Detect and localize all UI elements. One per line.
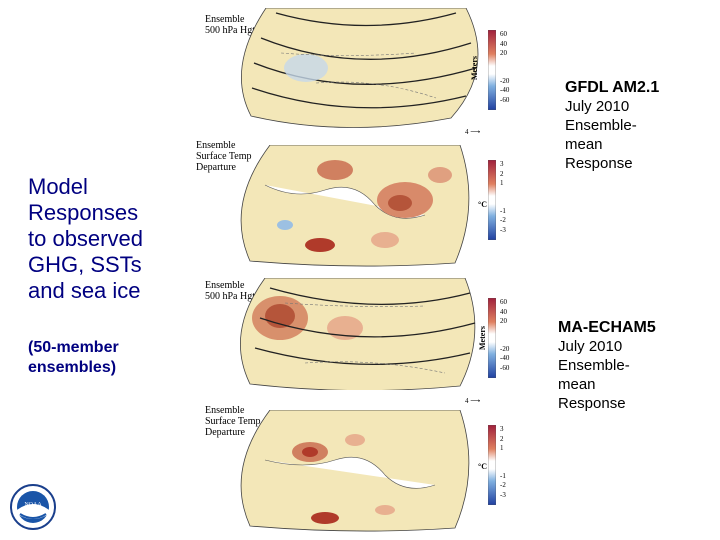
title-line: GHG, SSTs xyxy=(28,252,142,277)
units-label: Meters xyxy=(470,56,479,80)
panel-title-line: 500 hPa Hgt/Wind xyxy=(205,25,280,36)
tick-label: 60 xyxy=(500,298,507,306)
tick-label: -2 xyxy=(500,481,506,489)
panel-title-line: Surface Temp xyxy=(196,151,252,162)
note-line: ensembles) xyxy=(28,359,117,376)
tick-label: -40 xyxy=(500,86,510,94)
model-label-gfdl: GFDL AM2.1 July 2010 Ensemble- mean Resp… xyxy=(565,78,715,173)
model-line: mean xyxy=(558,376,596,393)
tick-label: 2 xyxy=(500,434,504,443)
tick-label: 20 xyxy=(500,317,507,325)
tick-label: -20 xyxy=(500,344,510,353)
model-line: Ensemble- xyxy=(558,357,630,374)
tick-label: 40 xyxy=(500,307,507,316)
vector-ref-value: 4 xyxy=(465,128,469,136)
arrow-icon: ⟶ xyxy=(470,397,481,405)
tick-label: -1 xyxy=(500,206,506,215)
ensemble-note: (50-member ensembles) xyxy=(28,338,178,378)
colorbar-temp-gfdl xyxy=(487,159,497,241)
title-line: Responses xyxy=(28,200,139,225)
map-panel-hgt-echam xyxy=(225,277,485,391)
panel-title-line: Ensemble xyxy=(205,280,245,291)
tick-label: 60 xyxy=(500,30,507,38)
tick-label: -40 xyxy=(500,354,510,362)
tick-label: -20 xyxy=(500,76,510,85)
tick-label: -60 xyxy=(500,363,510,372)
panel-title-line: 500 hPa Hgt/Wind xyxy=(205,291,280,302)
figure-title: Model Responses to observed GHG, SSTs an… xyxy=(28,174,178,304)
model-name: MA-ECHAM5 xyxy=(558,319,656,336)
panel-title-hgt: Ensemble 500 hPa Hgt/Wind xyxy=(205,280,280,302)
model-line: Ensemble- xyxy=(565,117,637,134)
map-panel-temp-gfdl xyxy=(225,144,480,267)
colorbar-ticks: 3 2 1 -1 -2 -3 xyxy=(500,160,506,235)
panel-title-line: Ensemble xyxy=(205,14,245,25)
tick-label: -2 xyxy=(500,216,506,224)
model-line: Response xyxy=(565,155,633,172)
panel-title-line: Departure xyxy=(196,162,236,173)
panel-title-temp: Ensemble Surface Temp Departure xyxy=(196,140,251,173)
model-line: July 2010 xyxy=(565,98,630,115)
map-panel-temp-echam xyxy=(225,409,480,532)
panel-title-hgt: Ensemble 500 hPa Hgt/Wind xyxy=(205,14,280,36)
tick-label: -60 xyxy=(500,95,510,104)
panel-title-line: Ensemble xyxy=(196,140,236,151)
colorbar-temp-echam xyxy=(487,424,497,506)
noaa-logo: NOAA xyxy=(10,484,56,530)
colorbar-ticks: 60 40 20 -20 -40 -60 xyxy=(500,298,509,373)
title-line: to observed xyxy=(28,226,143,251)
panel-title-line: Ensemble xyxy=(205,405,245,416)
tick-label: 3 xyxy=(500,160,504,168)
tick-label: 1 xyxy=(500,444,504,452)
units-label: °C xyxy=(478,200,487,209)
tick-label: 20 xyxy=(500,49,507,57)
note-line: (50-member xyxy=(28,339,119,356)
panel-title-line: Departure xyxy=(205,427,245,438)
vector-ref: 4 ⟶ xyxy=(465,128,480,136)
tick-label: 2 xyxy=(500,169,504,178)
svg-text:NOAA: NOAA xyxy=(24,502,42,508)
colorbar-hgt-echam xyxy=(487,297,497,379)
colorbar-hgt-gfdl xyxy=(487,29,497,111)
model-label-echam: MA-ECHAM5 July 2010 Ensemble- mean Respo… xyxy=(558,318,708,413)
units-label: °C xyxy=(478,462,487,471)
model-line: mean xyxy=(565,136,603,153)
tick-label: 40 xyxy=(500,39,507,48)
tick-label: -1 xyxy=(500,471,506,480)
panel-title-line: Surface Temp xyxy=(205,416,261,427)
colorbar-ticks: 60 40 20 -20 -40 -60 xyxy=(500,30,509,105)
model-line: July 2010 xyxy=(558,338,623,355)
arrow-icon: ⟶ xyxy=(470,128,481,136)
vector-ref: 4 ⟶ xyxy=(465,397,480,405)
model-line: Response xyxy=(558,395,626,412)
tick-label: -3 xyxy=(500,225,506,234)
title-line: Model xyxy=(28,174,88,199)
model-name: GFDL AM2.1 xyxy=(565,79,660,96)
title-line: and sea ice xyxy=(28,278,141,303)
tick-label: 1 xyxy=(500,179,504,187)
panel-title-temp: Ensemble Surface Temp Departure xyxy=(205,405,260,438)
colorbar-ticks: 3 2 1 -1 -2 -3 xyxy=(500,425,506,500)
vector-ref-value: 4 xyxy=(465,397,469,405)
map-panel-hgt-gfdl xyxy=(196,7,496,128)
units-label: Meters xyxy=(478,326,487,350)
tick-label: 3 xyxy=(500,425,504,433)
tick-label: -3 xyxy=(500,490,506,499)
